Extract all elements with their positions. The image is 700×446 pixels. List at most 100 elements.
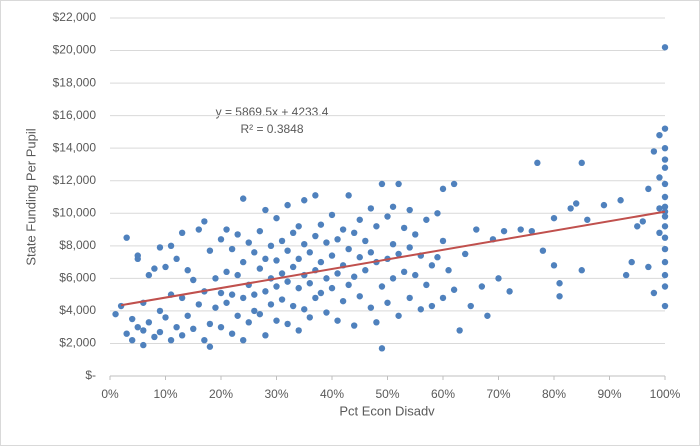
point bbox=[212, 304, 219, 311]
point bbox=[301, 306, 308, 313]
point bbox=[356, 254, 363, 261]
point bbox=[234, 312, 241, 319]
point bbox=[539, 247, 547, 254]
point bbox=[251, 307, 258, 315]
point bbox=[406, 294, 413, 302]
trend-equation: y = 5869.5x + 4233.4 bbox=[216, 105, 329, 119]
point bbox=[178, 229, 186, 236]
point bbox=[201, 337, 208, 344]
point bbox=[500, 227, 508, 235]
point bbox=[173, 323, 180, 331]
point bbox=[661, 234, 669, 241]
point bbox=[378, 180, 386, 188]
point bbox=[622, 271, 630, 279]
point bbox=[389, 203, 397, 210]
point bbox=[378, 283, 386, 290]
point bbox=[556, 280, 563, 287]
x-tick-label: 10% bbox=[153, 387, 177, 401]
point bbox=[234, 271, 241, 279]
point bbox=[256, 265, 264, 272]
y-tick-label: $6,000 bbox=[59, 271, 96, 285]
x-tick-label: 100% bbox=[650, 387, 681, 401]
point bbox=[245, 239, 252, 246]
point bbox=[123, 330, 130, 337]
y-tick-label: $18,000 bbox=[53, 75, 97, 89]
point bbox=[240, 258, 247, 266]
point bbox=[295, 255, 302, 263]
point bbox=[140, 327, 147, 334]
point bbox=[395, 180, 402, 188]
point bbox=[661, 44, 669, 51]
point bbox=[178, 294, 186, 302]
point bbox=[639, 218, 646, 225]
point bbox=[439, 185, 447, 193]
point bbox=[478, 283, 486, 290]
point bbox=[661, 164, 669, 171]
point bbox=[661, 180, 669, 188]
point bbox=[151, 265, 158, 272]
point bbox=[156, 244, 164, 251]
point bbox=[334, 236, 341, 243]
point bbox=[450, 286, 458, 293]
point bbox=[567, 205, 574, 212]
point bbox=[656, 205, 663, 212]
point bbox=[317, 289, 325, 297]
point bbox=[306, 249, 313, 256]
point bbox=[162, 314, 169, 321]
point bbox=[373, 223, 380, 230]
point bbox=[306, 314, 313, 321]
point bbox=[367, 205, 375, 212]
trendline bbox=[120, 210, 666, 307]
point bbox=[467, 302, 474, 310]
point bbox=[645, 185, 652, 193]
point bbox=[351, 322, 358, 329]
point bbox=[201, 218, 208, 225]
point bbox=[661, 283, 669, 290]
point bbox=[600, 201, 608, 209]
point bbox=[140, 341, 147, 349]
point bbox=[223, 226, 230, 233]
point bbox=[661, 258, 669, 266]
point bbox=[206, 343, 214, 350]
point bbox=[323, 275, 330, 282]
point bbox=[434, 210, 441, 217]
point bbox=[351, 229, 358, 236]
point bbox=[284, 247, 291, 254]
point bbox=[367, 249, 375, 256]
point bbox=[134, 252, 141, 259]
point bbox=[356, 216, 363, 223]
point bbox=[173, 255, 180, 263]
point bbox=[240, 337, 247, 344]
point bbox=[656, 131, 663, 139]
x-tick-label: 50% bbox=[375, 387, 399, 401]
point bbox=[267, 301, 275, 308]
point bbox=[289, 302, 297, 310]
y-tick-label: $16,000 bbox=[53, 108, 97, 122]
point bbox=[256, 227, 264, 235]
point bbox=[167, 337, 175, 344]
r-squared: R² = 0.3848 bbox=[240, 122, 303, 136]
point bbox=[384, 299, 391, 306]
x-tick-label: 80% bbox=[542, 387, 566, 401]
point bbox=[289, 229, 297, 236]
point bbox=[278, 237, 286, 245]
point bbox=[528, 227, 535, 235]
point bbox=[534, 159, 541, 167]
point bbox=[251, 249, 258, 256]
point bbox=[573, 200, 580, 207]
x-tick-label: 40% bbox=[320, 387, 344, 401]
point bbox=[345, 281, 352, 289]
point bbox=[262, 206, 269, 214]
point bbox=[351, 273, 358, 280]
point bbox=[362, 237, 369, 245]
point bbox=[356, 293, 363, 300]
point bbox=[428, 302, 436, 310]
point bbox=[417, 306, 424, 313]
point bbox=[584, 216, 591, 223]
point bbox=[334, 317, 341, 324]
point bbox=[645, 263, 652, 271]
point bbox=[278, 296, 286, 303]
point bbox=[112, 310, 119, 318]
